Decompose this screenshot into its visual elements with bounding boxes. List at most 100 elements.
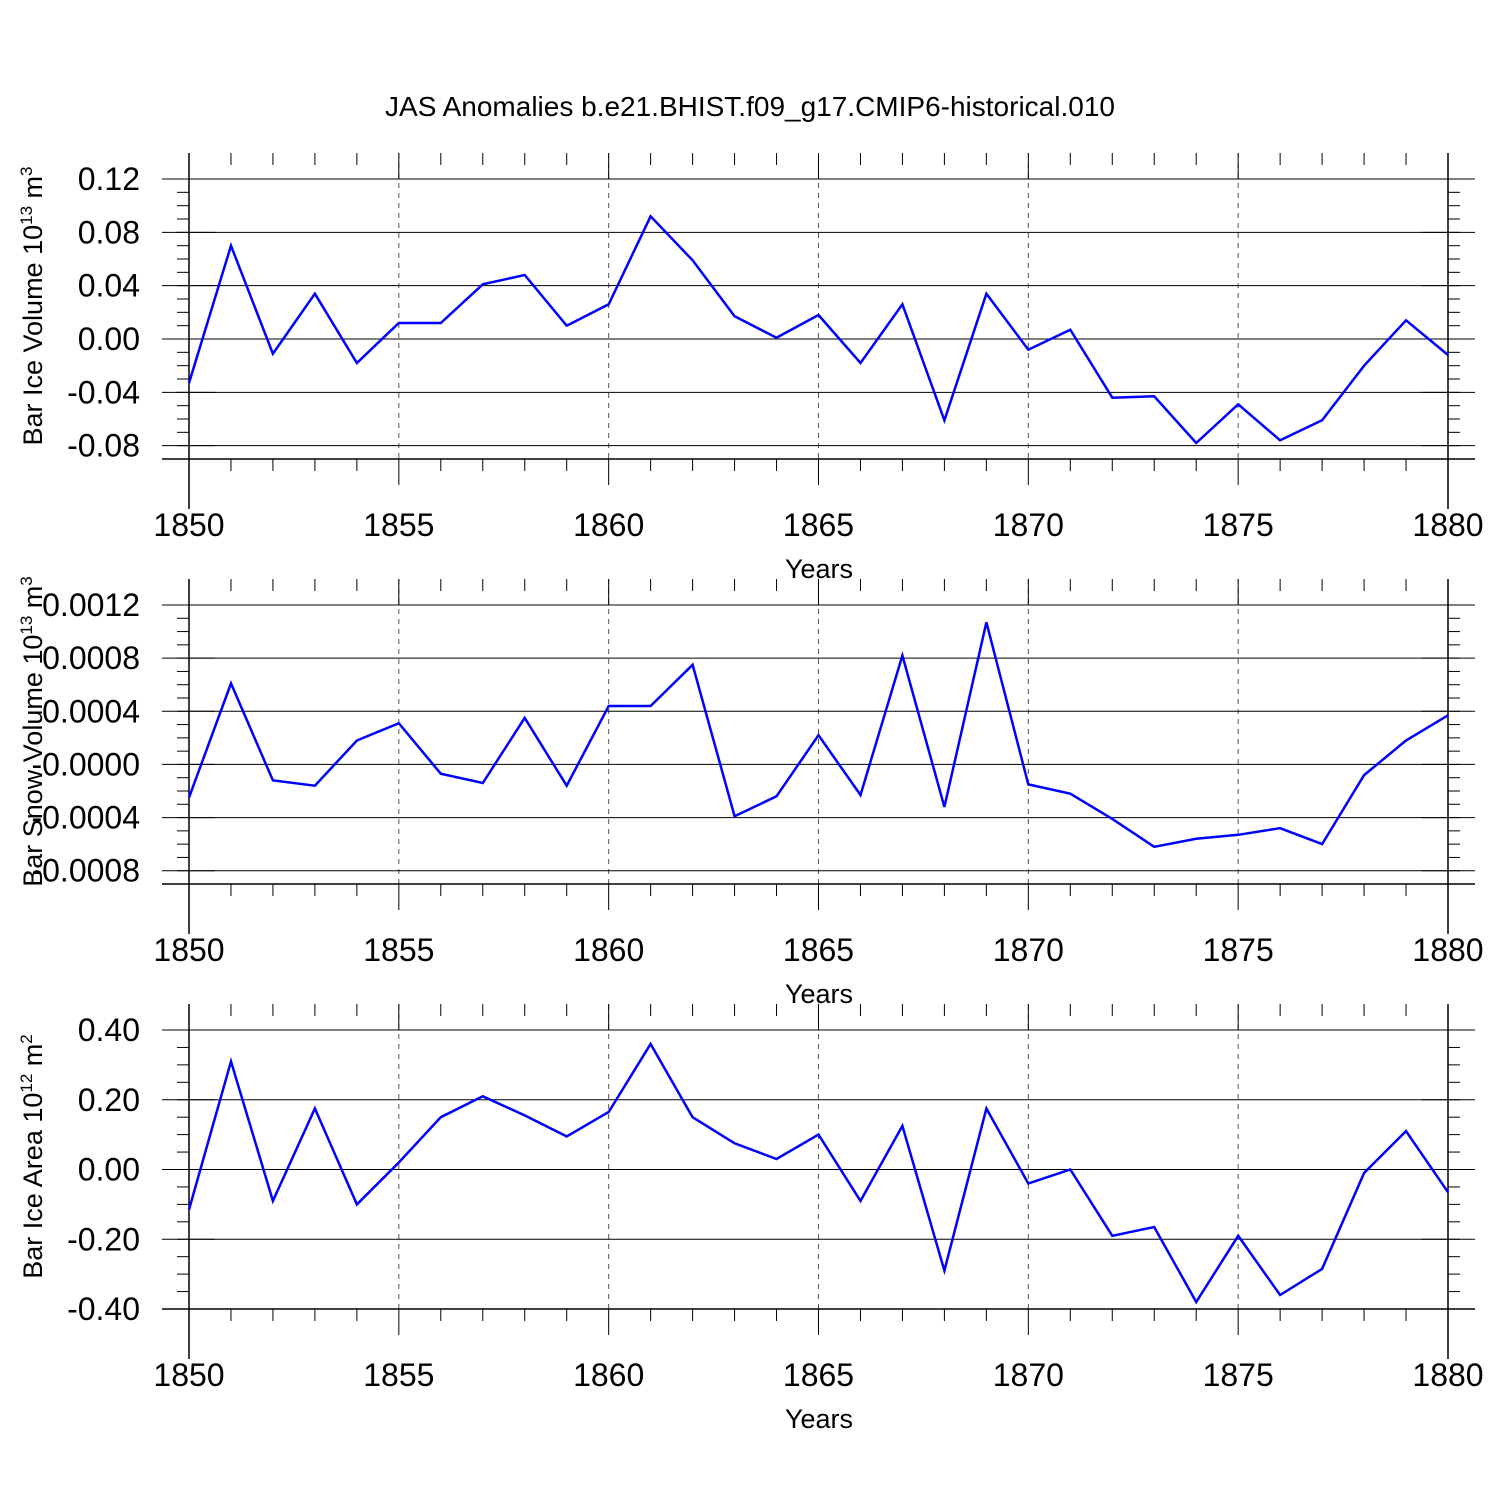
data-point (1363, 774, 1365, 776)
data-point (1069, 793, 1071, 795)
data-point (901, 303, 903, 305)
y-tick-label: -0.0004 (31, 800, 140, 836)
data-point (1279, 439, 1281, 441)
panels: 0.12 0.08 0.04 0.00 -0.04 -0.08 1850 1855 1860 18… (17, 153, 1484, 1434)
data-point (1405, 740, 1407, 741)
data-point (1279, 1294, 1281, 1296)
y-tick-label: 0.12 (78, 161, 140, 197)
data-point (1111, 818, 1113, 820)
x-tick-label: 1880 (1412, 507, 1483, 543)
x-tick-label: 1875 (1203, 1357, 1274, 1393)
data-point (1321, 419, 1323, 421)
x-tick-label: 1870 (993, 1357, 1064, 1393)
y-tick-label: -0.0008 (31, 853, 140, 889)
data-point (860, 1200, 861, 1202)
data-point (734, 815, 736, 817)
data-point (1069, 329, 1071, 331)
data-point (1069, 1169, 1071, 1170)
data-point (608, 705, 610, 707)
data-point (188, 382, 190, 384)
data-point (1111, 397, 1113, 399)
data-point (230, 682, 232, 684)
data-point (188, 1209, 190, 1211)
data-point (985, 1108, 987, 1109)
data-point (692, 1116, 694, 1118)
data-point (1027, 783, 1029, 785)
data-point (1237, 1235, 1239, 1237)
data-point (650, 215, 652, 217)
data-point (230, 245, 232, 247)
data-point (1405, 319, 1407, 321)
data-point (1321, 1268, 1323, 1270)
x-tick-label: 1855 (363, 932, 434, 968)
data-point (356, 1203, 358, 1205)
data-point (314, 293, 316, 295)
data-point (440, 773, 442, 775)
data-point (440, 1116, 442, 1118)
series-line (187, 214, 1449, 445)
x-tick-label: 1870 (993, 507, 1064, 543)
data-point (1153, 1226, 1155, 1228)
x-tick-label: 1865 (783, 1357, 854, 1393)
data-point (1111, 1235, 1113, 1237)
y-tick-label: -0.40 (67, 1291, 140, 1327)
data-point (272, 779, 274, 781)
x-tick-label: 1880 (1412, 1357, 1483, 1393)
data-point (524, 1114, 526, 1116)
data-point (818, 314, 819, 316)
x-tick-label: 1870 (993, 932, 1064, 968)
x-tick-label: 1855 (363, 507, 434, 543)
y-tick-label: 0.0008 (42, 640, 140, 676)
data-point (188, 797, 190, 799)
chart-panel-2: 0.0012 0.0008 0.0004 -0.0000 -0.0004 -0.0008 1… (17, 576, 1484, 1009)
x-tick-label: 1860 (573, 932, 644, 968)
data-point (734, 315, 736, 317)
chart-panel-1: 0.12 0.08 0.04 0.00 -0.04 -0.08 1850 1855 1860 18… (17, 153, 1484, 584)
data-point (1321, 843, 1323, 845)
data-point (650, 1043, 652, 1045)
x-tick-label: 1855 (363, 1357, 434, 1393)
data-point (818, 734, 819, 736)
figure-title: JAS Anomalies b.e21.BHIST.f09_g17.CMIP6-… (385, 91, 1115, 122)
data-point (356, 740, 358, 741)
data-point (1447, 354, 1449, 356)
series-line (187, 1041, 1450, 1305)
y-tick-label: 0.0012 (42, 587, 140, 623)
y-axis-title: Bar Snow Volume 1013 m3 (17, 576, 48, 887)
data-point (943, 1270, 945, 1272)
x-tick-label: 1875 (1203, 507, 1274, 543)
data-point (985, 621, 987, 623)
data-point (985, 293, 987, 295)
y-tick-label: -0.0000 (31, 746, 140, 782)
data-point (901, 1125, 903, 1127)
data-point (1027, 1183, 1029, 1184)
data-point (566, 1135, 568, 1137)
data-point (1363, 365, 1365, 367)
data-point (440, 322, 442, 324)
data-point (1447, 714, 1449, 716)
y-tick-label: -0.04 (67, 374, 140, 410)
data-point (1237, 403, 1239, 405)
x-tick-label: 1865 (783, 932, 854, 968)
data-point (398, 722, 400, 724)
data-point (943, 806, 945, 808)
data-point (1447, 1191, 1449, 1193)
x-tick-label: 1850 (153, 932, 224, 968)
y-tick-label: 0.40 (78, 1012, 140, 1048)
x-tick-label: 1865 (783, 507, 854, 543)
x-tick-label: 1860 (573, 507, 644, 543)
x-tick-label: 1860 (573, 1357, 644, 1393)
data-point (314, 785, 316, 787)
data-point (482, 782, 484, 784)
data-point (860, 794, 861, 796)
y-tick-label: 0.00 (78, 321, 140, 357)
data-point (901, 655, 903, 656)
data-point (776, 337, 777, 339)
data-point (1027, 349, 1029, 351)
data-point (272, 353, 274, 355)
y-tick-label: -0.20 (67, 1221, 140, 1257)
data-point (398, 322, 400, 324)
data-point (524, 274, 526, 276)
data-point (1153, 846, 1155, 848)
